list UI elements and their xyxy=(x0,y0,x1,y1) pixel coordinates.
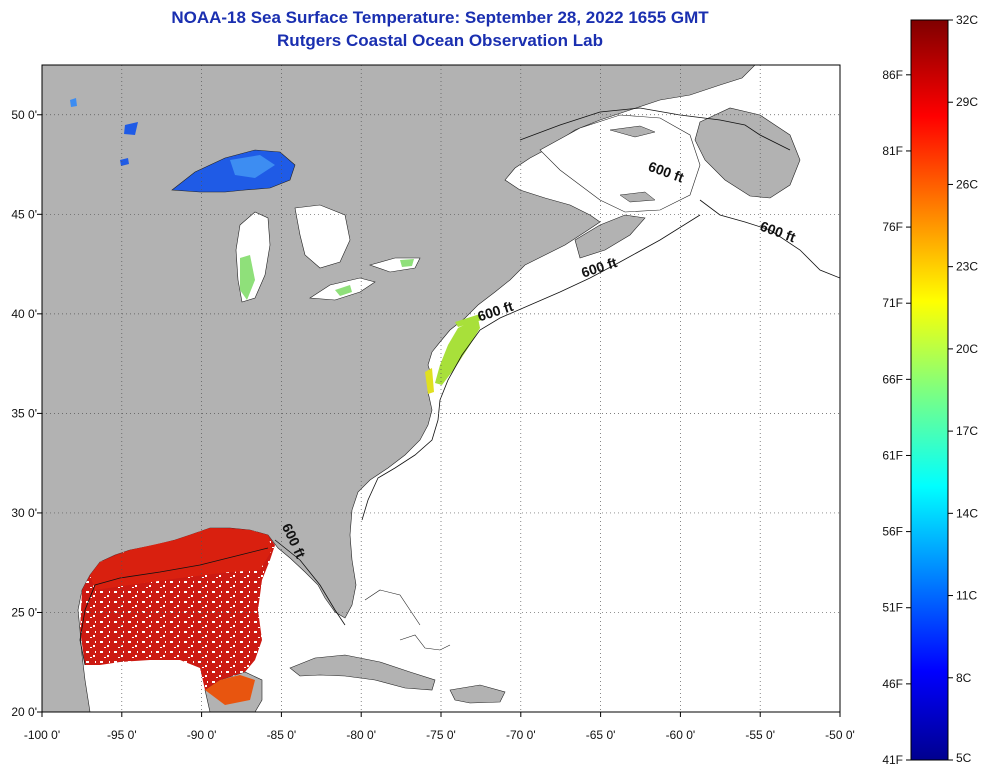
latitude-axis: 20 0' 25 0' 30 0' 35 0' 40 0' 45 0' 50 0' xyxy=(11,108,42,719)
lon-tick-label: -65 0' xyxy=(586,728,616,742)
lat-tick-label: 50 0' xyxy=(11,108,37,122)
colorbar-f-label: 46F xyxy=(882,677,903,691)
colorbar-c-label: 20C xyxy=(956,342,978,356)
colorbar-c-label: 17C xyxy=(956,424,978,438)
longitude-axis: -100 0' -95 0' -90 0' -85 0' -80 0' -75 0' -70… xyxy=(24,712,855,742)
hispaniola-land xyxy=(449,684,506,704)
colorbar-c-label: 14C xyxy=(956,506,978,520)
graticule xyxy=(42,65,840,712)
colorbar xyxy=(910,19,949,761)
gulf-st-lawrence xyxy=(539,114,701,213)
pei-island xyxy=(619,191,656,203)
colorbar-c-label: 23C xyxy=(956,260,978,274)
colorbar-c-label: 5C xyxy=(956,751,972,765)
mid-atlantic-sst xyxy=(435,318,480,385)
colorbar-c-label: 29C xyxy=(956,95,978,109)
lat-tick-label: 45 0' xyxy=(11,207,37,221)
lon-tick-label: -85 0' xyxy=(267,728,297,742)
colorbar-c-label: 8C xyxy=(956,671,972,685)
lon-tick-label: -95 0' xyxy=(107,728,137,742)
colorbar-f-label: 86F xyxy=(882,68,903,82)
lon-tick-label: -100 0' xyxy=(24,728,60,742)
long-island-sst xyxy=(455,314,482,327)
colorbar-f-label: 51F xyxy=(882,601,903,615)
colorbar-f-label: 56F xyxy=(882,525,903,539)
colorbar-f-label: 41F xyxy=(882,753,903,767)
colorbar-f-label: 76F xyxy=(882,220,903,234)
inland-lake-3 xyxy=(70,98,77,107)
lon-tick-label: -90 0' xyxy=(187,728,217,742)
depth-contour-600ft xyxy=(79,107,840,666)
colorbar-c-label: 26C xyxy=(956,177,978,191)
lon-tick-label: -55 0' xyxy=(745,728,775,742)
colorbar-f-label: 81F xyxy=(882,144,903,158)
lon-tick-label: -75 0' xyxy=(426,728,456,742)
lat-tick-label: 20 0' xyxy=(11,705,37,719)
colorbar-f-label: 61F xyxy=(882,448,903,462)
lat-tick-label: 35 0' xyxy=(11,406,37,420)
nova-scotia-land xyxy=(574,214,646,259)
cuba-land xyxy=(289,654,436,691)
newfoundland-land xyxy=(694,107,801,199)
lon-tick-label: -80 0' xyxy=(346,728,376,742)
lake-huron xyxy=(294,204,351,269)
lat-tick-label: 30 0' xyxy=(11,506,37,520)
map-title: NOAA-18 Sea Surface Temperature: Septemb… xyxy=(171,8,709,27)
colorbar-celsius-labels: 32C 29C 26C 23C 20C 17C 14C 11C 8C 5C xyxy=(948,13,978,765)
inland-lake xyxy=(120,158,129,166)
colorbar-fahrenheit-labels: 86F 81F 76F 71F 66F 61F 56F 51F 46F 41F xyxy=(882,68,911,767)
anticosti-island xyxy=(609,125,656,138)
colorbar-c-label: 32C xyxy=(956,13,978,27)
lon-tick-label: -50 0' xyxy=(825,728,855,742)
colorbar-f-label: 66F xyxy=(882,372,903,386)
lat-tick-label: 25 0' xyxy=(11,605,37,619)
colorbar-f-label: 71F xyxy=(882,296,903,310)
map-subtitle: Rutgers Coastal Ocean Observation Lab xyxy=(277,31,603,50)
lon-tick-label: -70 0' xyxy=(506,728,536,742)
inland-lake-2 xyxy=(124,122,138,135)
lat-tick-label: 40 0' xyxy=(11,307,37,321)
chesapeake-sst xyxy=(425,368,434,394)
colorbar-c-label: 11C xyxy=(956,589,977,603)
lon-tick-label: -60 0' xyxy=(666,728,696,742)
